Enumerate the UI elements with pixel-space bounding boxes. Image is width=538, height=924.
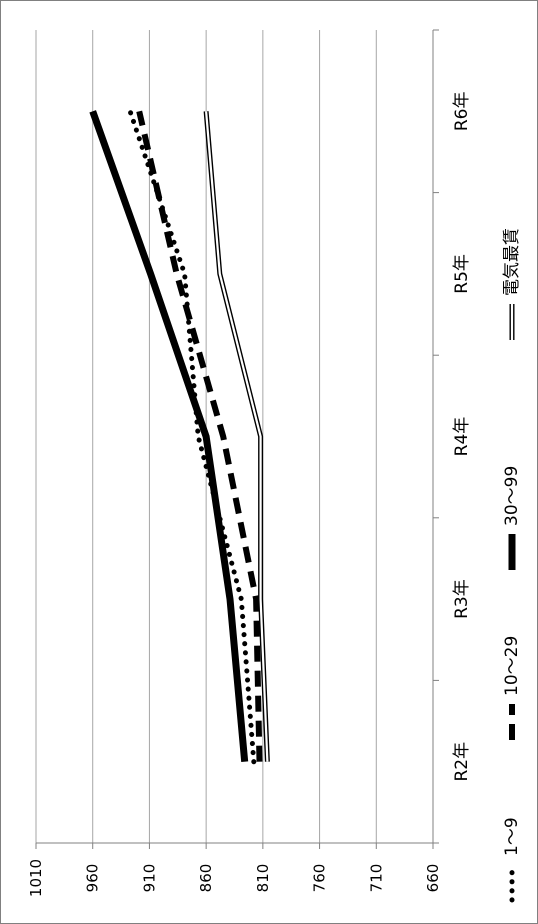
value-tick-label: 910 [140,864,158,893]
legend-label: 電気最賃 [502,228,522,296]
value-tick-label: 810 [254,864,272,893]
value-tick-label: 860 [197,864,215,893]
category-label: R2年 [452,742,472,782]
value-axis: 660 710 760 810 860 910 960 1010 [27,859,442,897]
category-label: R6年 [452,91,472,131]
value-tick-label: 1010 [27,859,45,897]
legend: 1～9 10～29 30～99 電気最賃 [502,228,522,903]
legend-label: 1～9 [502,817,522,856]
series-line-3-inner [205,111,269,762]
legend-label: 30～99 [502,466,522,526]
category-axis: R2年 R3年 R4年 R5年 R6年 [35,29,472,849]
series-line-1 [136,110,263,762]
category-label: R3年 [452,579,472,619]
series-lines [89,108,270,765]
value-tick-label: 960 [84,864,102,893]
value-tick-label: 760 [311,864,329,893]
value-tick-label: 660 [424,864,442,893]
legend-label: 10～29 [502,636,522,696]
series-line-0 [127,108,257,765]
value-tick-label: 710 [367,864,385,893]
category-label: R5年 [452,254,472,294]
category-label: R4年 [452,417,472,457]
series-line-2 [89,110,249,763]
